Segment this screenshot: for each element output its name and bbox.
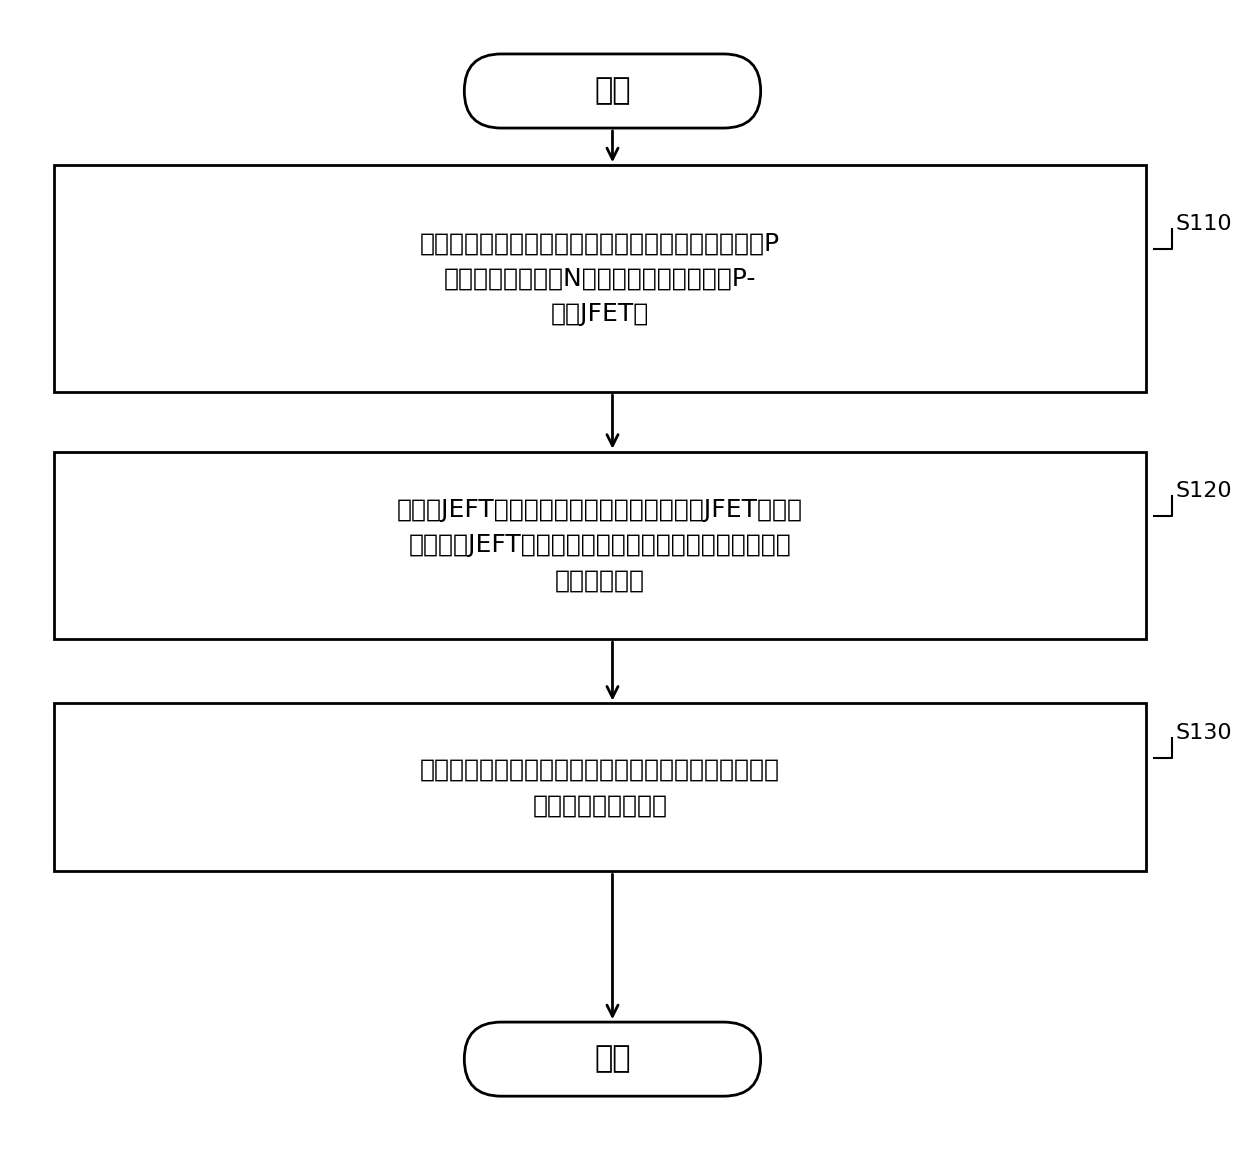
- FancyBboxPatch shape: [55, 165, 1146, 392]
- Text: 将所述JEFT层的中间区域作为半导体结构的JFET区域，
并在所述JEFT区域两侧进行离子注入，形成半导体器件
结构的体区域: 将所述JEFT层的中间区域作为半导体结构的JFET区域， 并在所述JEFT区域两…: [397, 498, 804, 593]
- Text: 结束: 结束: [594, 1045, 631, 1074]
- Text: S120: S120: [1176, 481, 1233, 502]
- FancyBboxPatch shape: [55, 452, 1146, 640]
- FancyBboxPatch shape: [464, 1022, 760, 1096]
- Text: 对所述体区域中的部分区域进行离子注入，形成半导体
器件结构的源极区域: 对所述体区域中的部分区域进行离子注入，形成半导体 器件结构的源极区域: [420, 758, 780, 817]
- Text: 开始: 开始: [594, 77, 631, 106]
- Text: S110: S110: [1176, 215, 1233, 235]
- FancyBboxPatch shape: [464, 53, 760, 128]
- FancyBboxPatch shape: [55, 704, 1146, 872]
- Text: S130: S130: [1176, 723, 1233, 743]
- Text: 在衬底上生成第一介质层，并对所述第一介质层进行P
型杂质离子注入和N型杂质离子注入，形成P-
层及JFET层: 在衬底上生成第一介质层，并对所述第一介质层进行P 型杂质离子注入和N型杂质离子注…: [420, 231, 780, 326]
